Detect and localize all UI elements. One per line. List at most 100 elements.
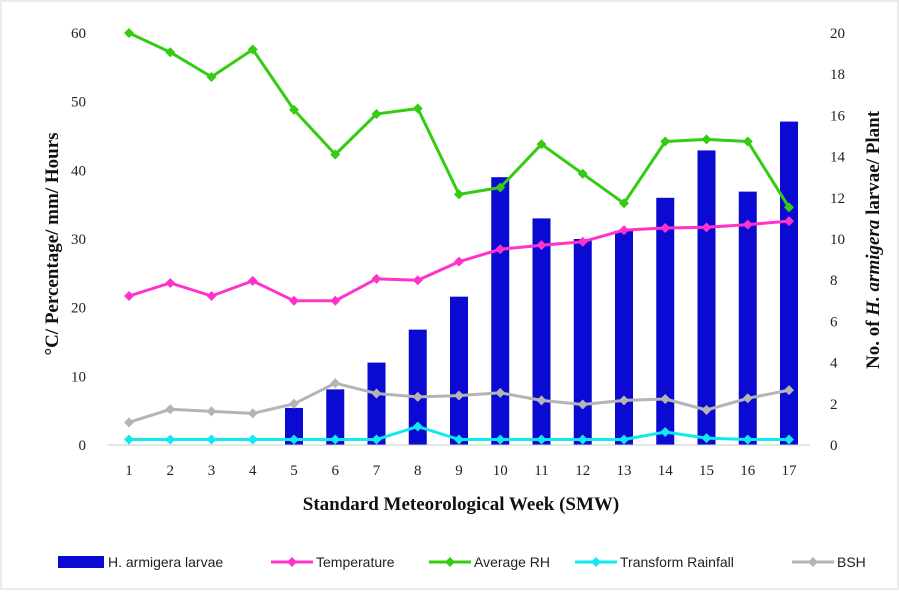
x-axis-ticks: 1 2 3 4 5 6 7 8 9 10 11 12 13 14 15 16 17 (125, 463, 797, 479)
temperature-point (495, 244, 506, 255)
larvae-bar (656, 197, 675, 445)
bsh-point (619, 395, 629, 406)
temperature-point (784, 216, 794, 227)
x-tick-label: 2 (167, 463, 175, 479)
average-rh-point (247, 44, 258, 55)
x-tick-label: 4 (249, 463, 257, 479)
temperature-point (124, 290, 134, 301)
y-right-tick-label: 8 (830, 273, 838, 289)
bsh-point (577, 399, 588, 410)
x-tick-label: 10 (493, 463, 508, 479)
x-tick-label: 3 (208, 463, 216, 479)
bsh-legend-label: BSH (837, 554, 866, 570)
y-right-tick-label: 18 (830, 67, 845, 83)
average-rh-point (371, 109, 382, 120)
average-rh-point (619, 198, 629, 209)
x-tick-label: 17 (782, 463, 798, 479)
y-right-tick-label: 20 (830, 26, 845, 42)
right-axis-ticks: 0 2 4 6 8 10 12 14 16 18 20 (830, 26, 846, 454)
y-right-tick-label: 0 (830, 438, 838, 454)
average-rh-legend-label: Average RH (474, 554, 550, 570)
lines-layer (124, 28, 794, 445)
bsh-point (660, 393, 671, 404)
average-rh-point (536, 139, 547, 150)
x-tick-label: 11 (534, 463, 548, 479)
transform-rainfall-point (495, 434, 506, 445)
temperature-point (701, 222, 712, 233)
legend: H. armigera larvae Temperature Average RH T… (58, 554, 866, 570)
x-tick-label: 8 (414, 463, 422, 479)
transform-rainfall-point (701, 433, 712, 444)
temperature-point (454, 256, 464, 267)
bsh-point (289, 398, 299, 409)
larvae-bar (491, 177, 510, 445)
transform-rainfall-point (206, 434, 217, 445)
x-tick-label: 5 (290, 463, 298, 479)
y-left-tick-label: 30 (71, 232, 86, 248)
bsh-point (165, 404, 176, 415)
transform-rainfall-point (371, 434, 382, 445)
temperature-point (330, 295, 341, 306)
bsh-point (742, 393, 753, 404)
transform-rainfall-point (784, 434, 794, 445)
y-right-tick-label: 4 (830, 356, 838, 372)
transform-rainfall-point (536, 434, 547, 445)
transform-rainfall-point (742, 434, 753, 445)
x-tick-label: 13 (617, 463, 632, 479)
larvae-bar (450, 296, 468, 445)
bsh-legend-marker (808, 557, 818, 567)
bsh-point (206, 406, 217, 417)
bars-layer (285, 121, 798, 446)
x-axis-title: Standard Meteorological Week (SMW) (303, 494, 619, 515)
y-right-tick-label: 10 (830, 232, 845, 248)
x-tick-label: 12 (575, 463, 590, 479)
transform-rainfall-point (330, 434, 341, 445)
temperature-point (742, 219, 753, 230)
average-rh-point (701, 134, 712, 145)
temperature-point (619, 225, 629, 236)
larvae-bar (573, 239, 592, 445)
temperature-point (206, 290, 217, 301)
average-rh-point (577, 168, 588, 179)
average-rh-point (660, 136, 671, 147)
average-rh-legend-marker (445, 557, 455, 567)
average-rh-point (412, 103, 423, 114)
larvae-bar (615, 230, 633, 445)
x-tick-label: 1 (125, 463, 133, 479)
x-tick-label: 7 (373, 463, 381, 479)
transform-rainfall-point (619, 434, 629, 445)
transform-rainfall-point (247, 434, 258, 445)
transform-rainfall-point (165, 434, 176, 445)
temperature-point (371, 273, 382, 284)
transform-rainfall-point (124, 434, 134, 445)
transform-rainfall-point (454, 434, 464, 445)
x-tick-label: 14 (658, 463, 674, 479)
bsh-point (124, 417, 134, 428)
larvae-bar (697, 150, 716, 446)
average-rh-point (454, 189, 464, 200)
y-left-tick-label: 20 (71, 301, 86, 317)
y-left-tick-label: 10 (71, 369, 86, 385)
larvae-bar (408, 329, 427, 445)
transform-rainfall-legend-marker (591, 557, 601, 567)
y-left-tick-label: 0 (79, 438, 87, 454)
average-rh-point (206, 71, 217, 82)
larvae-bar (738, 191, 757, 445)
temperature-point (412, 275, 423, 286)
temperature-legend-marker (287, 557, 297, 567)
temperature-point (289, 295, 299, 306)
y-axis-right-title-suffix: larvae/ Plant (863, 110, 884, 219)
temperature-point (577, 236, 588, 247)
temperature-point (536, 240, 547, 251)
y-axis-right-title: No. of H. armigera larvae/ Plant (863, 110, 884, 369)
y-axis-left-title: °C/ Percentage/ mm/ Hours (42, 132, 63, 355)
average-rh-point (742, 136, 753, 147)
average-rh-point (330, 149, 341, 160)
average-rh-point (124, 28, 134, 38)
x-tick-label: 16 (740, 463, 756, 479)
bsh-point (412, 391, 423, 402)
temperature-point (165, 277, 176, 288)
transform-rainfall-point (577, 434, 588, 445)
y-right-tick-label: 16 (830, 108, 846, 124)
y-right-tick-label: 12 (830, 191, 845, 207)
